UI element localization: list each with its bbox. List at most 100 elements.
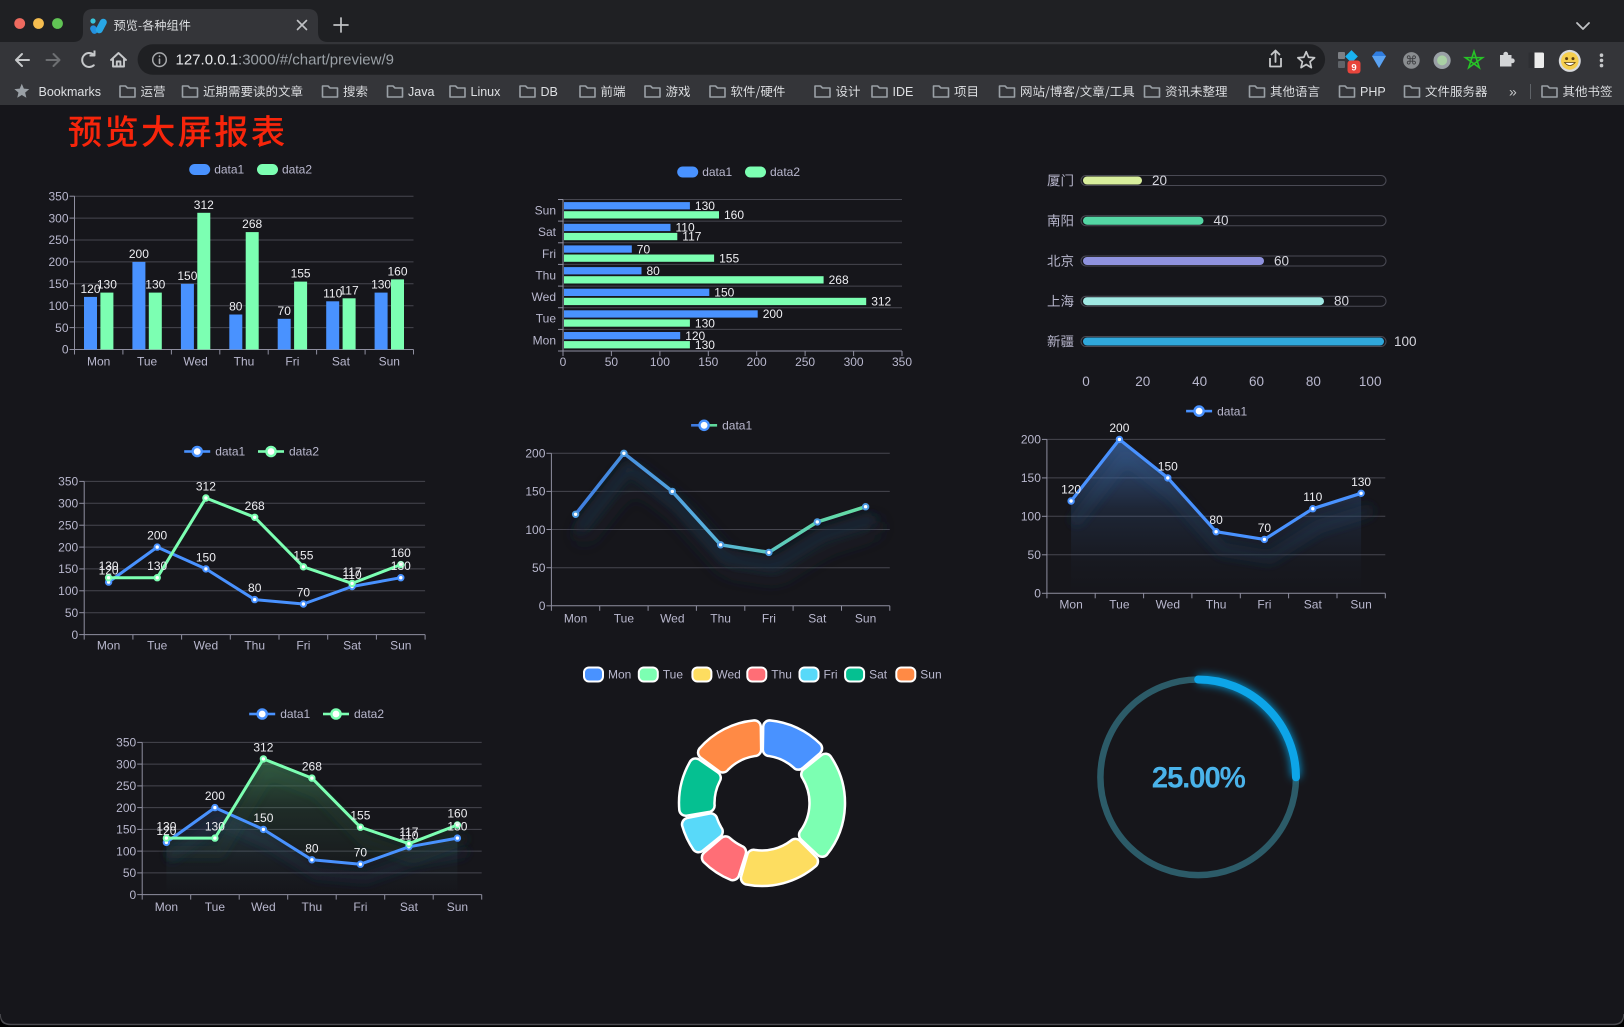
svg-text:Tue: Tue bbox=[147, 638, 168, 652]
svg-text:200: 200 bbox=[205, 789, 225, 803]
svg-text:312: 312 bbox=[253, 740, 273, 754]
svg-text::3000/#/chart/preview/9: :3000/#/chart/preview/9 bbox=[238, 52, 394, 69]
svg-text:100: 100 bbox=[48, 299, 68, 313]
svg-text:130: 130 bbox=[371, 278, 391, 292]
svg-text:110: 110 bbox=[1303, 490, 1322, 504]
svg-text:300: 300 bbox=[48, 211, 68, 225]
svg-text:Wed: Wed bbox=[251, 900, 275, 914]
svg-text:160: 160 bbox=[387, 264, 407, 278]
svg-text:20: 20 bbox=[1135, 374, 1150, 389]
svg-text:120: 120 bbox=[156, 824, 176, 838]
svg-text:200: 200 bbox=[763, 307, 783, 321]
svg-text:110: 110 bbox=[343, 568, 362, 582]
svg-text:data1: data1 bbox=[1217, 404, 1247, 418]
svg-text:Sun: Sun bbox=[920, 668, 941, 682]
svg-text:Wed: Wed bbox=[532, 290, 556, 304]
svg-text:268: 268 bbox=[242, 217, 262, 231]
svg-text:312: 312 bbox=[871, 295, 891, 309]
svg-text:120: 120 bbox=[80, 282, 100, 296]
svg-text:0: 0 bbox=[72, 628, 79, 642]
svg-text:117: 117 bbox=[343, 565, 362, 579]
svg-text:130: 130 bbox=[156, 820, 176, 834]
svg-text:200: 200 bbox=[129, 247, 149, 261]
svg-text:Tue: Tue bbox=[614, 611, 635, 625]
svg-text:155: 155 bbox=[293, 548, 313, 562]
svg-text:110: 110 bbox=[676, 221, 695, 235]
svg-text:200: 200 bbox=[1109, 421, 1129, 435]
svg-text:70: 70 bbox=[1258, 521, 1272, 535]
svg-text:100: 100 bbox=[116, 844, 136, 858]
svg-text:160: 160 bbox=[391, 546, 411, 560]
svg-text:Sat: Sat bbox=[538, 225, 557, 239]
svg-text:50: 50 bbox=[65, 606, 79, 620]
svg-text:117: 117 bbox=[340, 283, 359, 297]
svg-text:300: 300 bbox=[844, 355, 864, 369]
svg-text:155: 155 bbox=[719, 251, 739, 265]
svg-text:117: 117 bbox=[682, 230, 701, 244]
svg-text:data1: data1 bbox=[280, 707, 310, 721]
svg-text:312: 312 bbox=[194, 198, 214, 212]
svg-text:Sat: Sat bbox=[343, 638, 362, 652]
svg-text:150: 150 bbox=[48, 277, 68, 291]
svg-text:Sun: Sun bbox=[390, 638, 411, 652]
svg-text:data1: data1 bbox=[215, 445, 245, 459]
svg-text:Tue: Tue bbox=[536, 312, 557, 326]
svg-text:60: 60 bbox=[1274, 254, 1289, 269]
svg-text:50: 50 bbox=[532, 561, 546, 575]
svg-text:150: 150 bbox=[116, 823, 136, 837]
svg-text:250: 250 bbox=[58, 518, 78, 532]
svg-text:data2: data2 bbox=[770, 165, 800, 179]
svg-text:Fri: Fri bbox=[296, 638, 310, 652]
svg-text:150: 150 bbox=[714, 286, 734, 300]
svg-text:0: 0 bbox=[539, 599, 546, 613]
svg-text:130: 130 bbox=[205, 820, 225, 834]
svg-text:PHP: PHP bbox=[1360, 85, 1386, 99]
svg-text:⌘: ⌘ bbox=[1405, 54, 1417, 68]
svg-text:50: 50 bbox=[55, 321, 69, 335]
svg-text:Wed: Wed bbox=[1156, 598, 1180, 612]
svg-text:130: 130 bbox=[1351, 475, 1371, 489]
svg-text:40: 40 bbox=[1214, 213, 1229, 228]
svg-text:160: 160 bbox=[724, 208, 744, 222]
svg-text:160: 160 bbox=[447, 807, 467, 821]
svg-text:Wed: Wed bbox=[183, 355, 207, 369]
svg-text:130: 130 bbox=[695, 316, 715, 330]
svg-text:80: 80 bbox=[1209, 513, 1223, 527]
svg-text:250: 250 bbox=[795, 355, 815, 369]
svg-text:Wed: Wed bbox=[194, 638, 218, 652]
svg-text:150: 150 bbox=[58, 562, 78, 576]
svg-text:Sun: Sun bbox=[855, 611, 876, 625]
svg-text:Fri: Fri bbox=[824, 668, 838, 682]
svg-text:80: 80 bbox=[1334, 294, 1349, 309]
svg-text:Mon: Mon bbox=[155, 900, 178, 914]
svg-text:250: 250 bbox=[116, 779, 136, 793]
svg-text:100: 100 bbox=[525, 523, 545, 537]
svg-text:100: 100 bbox=[58, 584, 78, 598]
svg-text:25.00%: 25.00% bbox=[1152, 762, 1246, 795]
svg-text:150: 150 bbox=[1158, 459, 1178, 473]
svg-text:20: 20 bbox=[1152, 173, 1167, 188]
svg-text:Tue: Tue bbox=[205, 900, 226, 914]
svg-text:Tue: Tue bbox=[137, 355, 158, 369]
svg-text:80: 80 bbox=[229, 300, 243, 314]
svg-text:150: 150 bbox=[525, 485, 545, 499]
svg-text:60: 60 bbox=[1249, 374, 1264, 389]
svg-text:Sun: Sun bbox=[447, 900, 468, 914]
svg-text:100: 100 bbox=[650, 355, 670, 369]
svg-text:312: 312 bbox=[196, 480, 216, 494]
svg-text:80: 80 bbox=[248, 581, 262, 595]
svg-text:130: 130 bbox=[99, 559, 119, 573]
svg-text:130: 130 bbox=[147, 559, 167, 573]
svg-text:0: 0 bbox=[1034, 587, 1041, 601]
svg-text:150: 150 bbox=[196, 550, 216, 564]
svg-text:Mon: Mon bbox=[87, 355, 110, 369]
svg-text:data1: data1 bbox=[214, 163, 244, 177]
svg-text:200: 200 bbox=[747, 355, 767, 369]
svg-text:Fri: Fri bbox=[762, 611, 776, 625]
svg-text:268: 268 bbox=[245, 499, 265, 513]
svg-text:130: 130 bbox=[447, 820, 467, 834]
svg-text:350: 350 bbox=[48, 189, 68, 203]
svg-text:117: 117 bbox=[399, 825, 418, 839]
svg-text:40: 40 bbox=[1192, 374, 1207, 389]
svg-text:200: 200 bbox=[48, 255, 68, 269]
